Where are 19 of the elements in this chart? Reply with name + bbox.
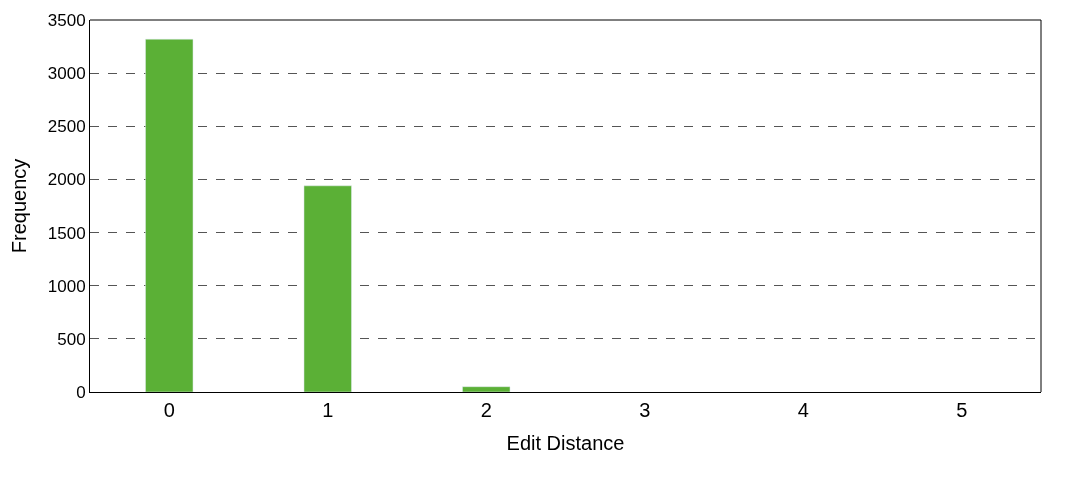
x-tick-label: 2 <box>480 399 492 421</box>
bar <box>303 185 352 392</box>
y-tick-label: 2000 <box>47 170 86 190</box>
y-tick-label: 1000 <box>47 276 86 296</box>
y-tick-label: 0 <box>76 382 86 402</box>
x-tick-label: 3 <box>639 399 651 421</box>
y-tick-label: 500 <box>57 329 86 349</box>
bar <box>462 386 511 392</box>
y-tick-label: 1500 <box>47 223 86 243</box>
bar <box>145 38 194 392</box>
x-tick-label: 1 <box>322 399 334 421</box>
y-axis-title: Frequency <box>8 158 31 254</box>
x-axis-title: Edit Distance <box>506 431 625 454</box>
x-tick-label: 0 <box>163 399 175 421</box>
y-tick-label: 3000 <box>47 64 86 84</box>
x-tick-label: 5 <box>956 399 968 421</box>
y-tick-label: 2500 <box>47 117 86 137</box>
x-tick-label: 4 <box>797 399 809 421</box>
y-tick-label: 3500 <box>47 10 86 30</box>
